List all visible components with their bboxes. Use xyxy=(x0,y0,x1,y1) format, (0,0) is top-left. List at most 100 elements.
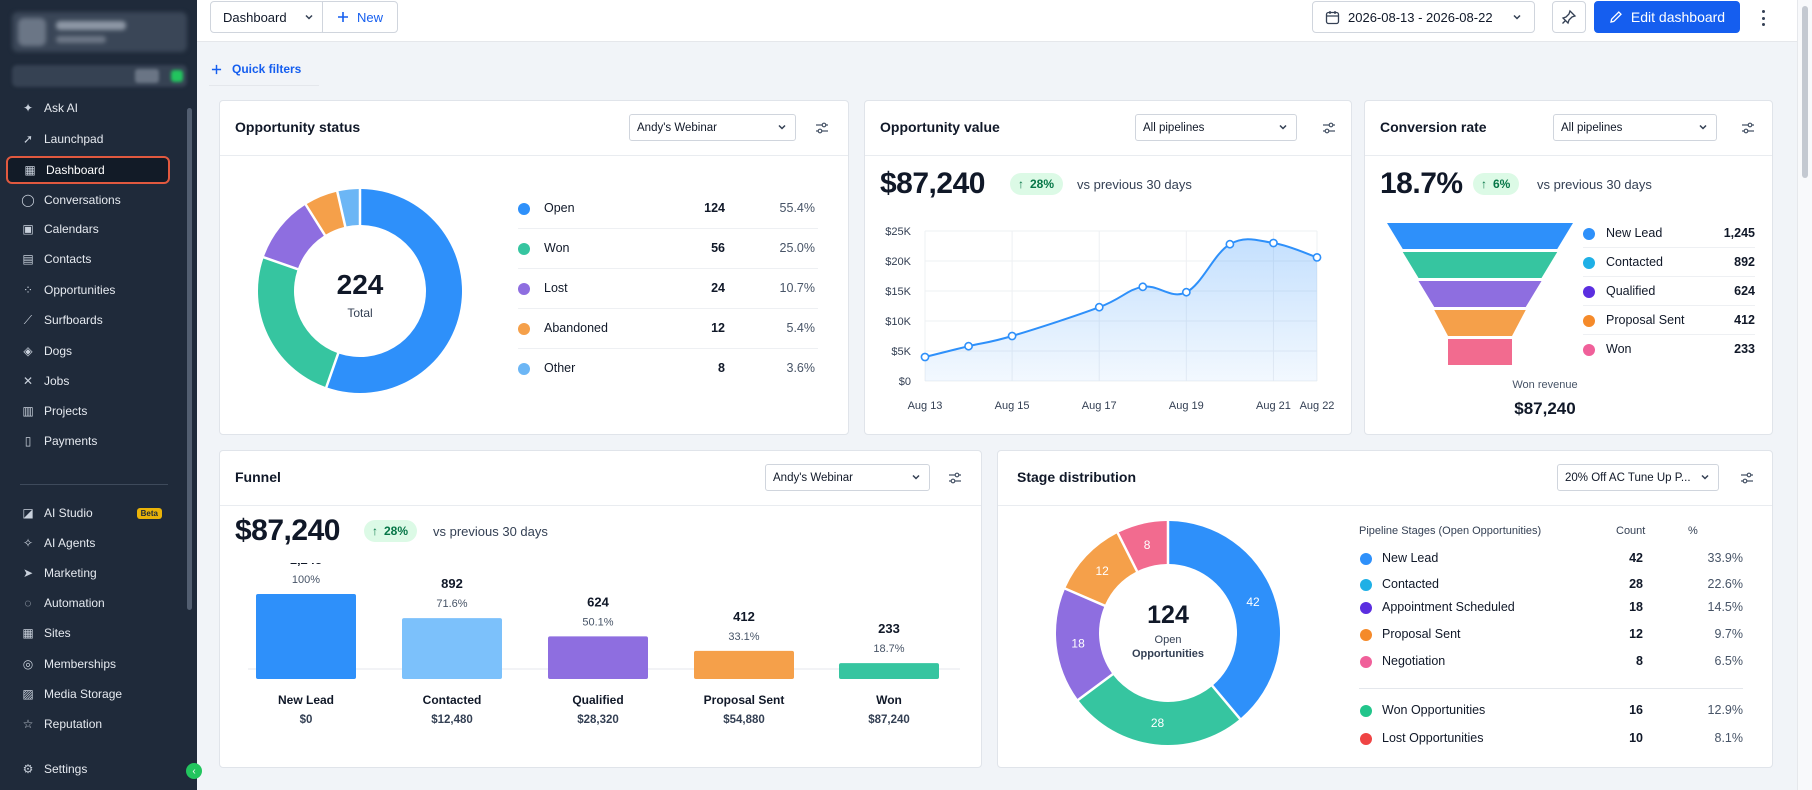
funnel-bar[interactable] xyxy=(694,650,794,679)
pipeline-select[interactable]: All pipelines xyxy=(1553,114,1717,141)
filter-settings-icon[interactable] xyxy=(1322,121,1336,135)
data-point[interactable] xyxy=(920,352,930,362)
data-point[interactable] xyxy=(964,341,973,351)
pipeline-select[interactable]: All pipelines xyxy=(1135,114,1297,141)
chevron-down-icon xyxy=(912,474,920,480)
data-point[interactable] xyxy=(1181,287,1191,297)
sidebar-item-ai-agents[interactable]: ✧ AI Agents xyxy=(0,529,190,557)
funnel-segment[interactable] xyxy=(1402,252,1558,278)
sidebar-item-label: AI Agents xyxy=(44,536,96,550)
chevron-down-icon xyxy=(778,124,786,130)
page-scrollbar[interactable] xyxy=(1797,0,1812,790)
sidebar-search[interactable] xyxy=(12,65,187,87)
date-range-picker[interactable]: 2026-08-13 - 2026-08-22 xyxy=(1312,1,1535,33)
change-value: 28% xyxy=(1030,177,1055,191)
pipeline-select[interactable]: Andy's Webinar xyxy=(765,464,930,491)
legend-dot xyxy=(1583,257,1595,269)
sidebar-item-conversations[interactable]: ◯ Conversations xyxy=(0,186,190,214)
data-point[interactable] xyxy=(1225,239,1235,249)
donut-slice[interactable] xyxy=(1065,533,1136,605)
sidebar-item-contacts[interactable]: ▤ Contacts xyxy=(0,245,190,273)
filter-settings-icon[interactable] xyxy=(1740,471,1754,485)
sidebar-item-dashboard[interactable]: ▦ Dashboard xyxy=(6,156,170,184)
donut-slice[interactable] xyxy=(327,189,462,393)
funnel-segment[interactable] xyxy=(1387,223,1573,249)
sidebar-item-opportunities[interactable]: ⁘ Opportunities xyxy=(0,276,190,304)
percent-header: % xyxy=(1688,525,1698,537)
donut-slice[interactable] xyxy=(338,189,359,227)
pin-button[interactable] xyxy=(1552,1,1586,33)
legend-label: Open xyxy=(544,201,575,215)
funnel-bar[interactable] xyxy=(548,636,648,679)
sidebar-item-jobs[interactable]: ✕ Jobs xyxy=(0,367,190,395)
calendar-icon: ▣ xyxy=(22,222,34,236)
funnel-segment[interactable] xyxy=(1448,339,1512,365)
sidebar-item-dogs[interactable]: ◈ Dogs xyxy=(0,337,190,365)
sidebar-item-label: Media Storage xyxy=(44,687,123,701)
donut-slice[interactable] xyxy=(306,191,345,235)
sidebar-item-payments[interactable]: ▯ Payments xyxy=(0,427,190,455)
funnel-bar[interactable] xyxy=(256,594,356,679)
stage-distribution-card: Stage distribution 20% Off AC Tune Up P.… xyxy=(997,450,1773,768)
funnel-bar[interactable] xyxy=(839,663,939,679)
legend-dot xyxy=(518,203,530,215)
sidebar-item-surfboards[interactable]: ⟋ Surfboards xyxy=(0,306,190,334)
collapse-sidebar-button[interactable]: ‹ xyxy=(186,763,202,779)
donut-slice[interactable] xyxy=(1169,521,1280,718)
filter-settings-icon[interactable] xyxy=(815,121,829,135)
sidebar-item-sites[interactable]: ▦ Sites xyxy=(0,619,190,647)
donut-slice[interactable] xyxy=(1078,675,1240,745)
data-point[interactable] xyxy=(1312,253,1322,262)
donut-slice[interactable] xyxy=(258,258,338,387)
sidebar-item-reputation[interactable]: ☆ Reputation xyxy=(0,710,190,738)
data-point[interactable] xyxy=(1269,238,1278,248)
sidebar-item-media-storage[interactable]: ▨ Media Storage xyxy=(0,680,190,708)
sidebar-item-label: Conversations xyxy=(44,193,121,207)
sidebar-item-memberships[interactable]: ◎ Memberships xyxy=(0,650,190,678)
legend-label: Qualified xyxy=(1606,284,1656,298)
donut-center-label: Opportunities xyxy=(1131,648,1205,660)
quick-filters-button[interactable]: Quick filters xyxy=(211,62,301,76)
sidebar-item-launchpad[interactable]: ➚ Launchpad xyxy=(0,125,190,153)
plus-icon xyxy=(211,64,222,74)
funnel-segment[interactable] xyxy=(1434,310,1526,336)
legend-percent: 3.6% xyxy=(786,361,816,375)
pipeline-select[interactable]: 20% Off AC Tune Up P... xyxy=(1557,464,1719,491)
sidebar-item-automation[interactable]: ◌ Automation xyxy=(0,589,190,617)
account-switcher[interactable] xyxy=(12,12,187,52)
donut-slice[interactable] xyxy=(264,205,324,269)
pipeline-select[interactable]: Andy's Webinar xyxy=(629,114,796,141)
donut-slice[interactable] xyxy=(1118,521,1167,571)
legend-divider xyxy=(518,268,818,269)
funnel-segment[interactable] xyxy=(1418,281,1542,307)
donut-slice[interactable] xyxy=(1056,589,1112,699)
dashboard-select[interactable]: Dashboard xyxy=(210,1,325,33)
data-point[interactable] xyxy=(1007,331,1017,341)
data-point[interactable] xyxy=(1094,302,1104,312)
new-dashboard-button[interactable]: New xyxy=(322,1,398,33)
edit-dashboard-button[interactable]: Edit dashboard xyxy=(1594,1,1740,33)
sidebar-item-ask-ai[interactable]: ✦ Ask AI xyxy=(0,94,190,122)
comparison-label: vs previous 30 days xyxy=(1077,177,1192,192)
opportunity-value-line-chart: $0 $5K $10K $15K $20K $25K Aug 13 Aug 15 Aug 17 A… xyxy=(885,226,1334,412)
change-badge: ↑ 28% xyxy=(1010,173,1064,195)
calendar-icon xyxy=(1325,10,1340,24)
data-point[interactable] xyxy=(1138,282,1148,292)
sidebar-item-projects[interactable]: ▥ Projects xyxy=(0,397,190,425)
sidebar-item-marketing[interactable]: ➤ Marketing xyxy=(0,559,190,587)
legend-count: 16 xyxy=(1629,703,1643,717)
legend-dot xyxy=(518,323,530,335)
more-options-icon[interactable] xyxy=(1757,8,1769,28)
bar-percent-label: 50.1% xyxy=(582,616,613,628)
sidebar-item-calendars[interactable]: ▣ Calendars xyxy=(0,215,190,243)
sidebar-scrollbar[interactable] xyxy=(187,108,192,610)
funnel-value-amount: $87,240 xyxy=(235,514,340,547)
sidebar-item-label: Memberships xyxy=(44,657,117,671)
sidebar-item-settings[interactable]: ⚙ Settings xyxy=(0,755,190,783)
legend-count: 8 xyxy=(718,361,725,375)
sidebar-item-ai-studio[interactable]: ◪ AI Studio Beta xyxy=(0,499,190,527)
legend-label: Contacted xyxy=(1382,577,1439,591)
funnel-bar[interactable] xyxy=(402,618,502,679)
filter-settings-icon[interactable] xyxy=(948,471,962,485)
filter-settings-icon[interactable] xyxy=(1741,121,1755,135)
